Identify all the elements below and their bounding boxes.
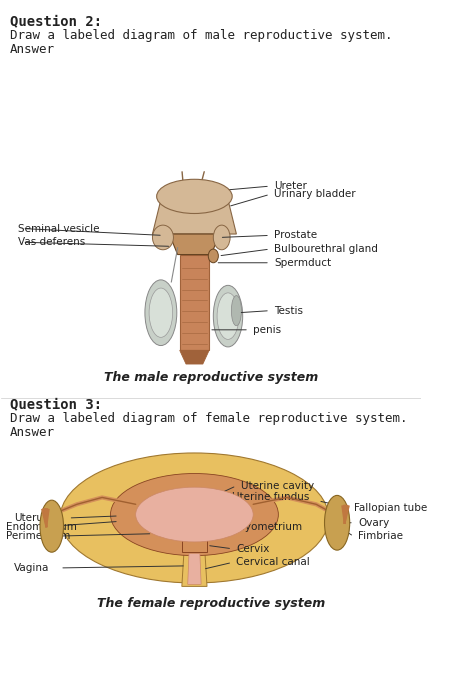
Text: The female reproductive system: The female reproductive system [97,597,325,610]
Ellipse shape [324,495,350,550]
Polygon shape [182,539,207,552]
Text: Uterine cavity: Uterine cavity [240,481,314,491]
Ellipse shape [110,473,278,556]
Ellipse shape [40,500,63,552]
Ellipse shape [217,293,239,339]
Ellipse shape [231,295,241,326]
Ellipse shape [145,280,177,346]
Text: Vas deferens: Vas deferens [18,237,85,247]
Ellipse shape [208,249,219,262]
Text: Perimetrium: Perimetrium [6,532,70,541]
Polygon shape [180,255,209,350]
Text: Answer: Answer [10,43,55,56]
Text: Fimbriae: Fimbriae [358,532,403,541]
Polygon shape [152,200,236,234]
Polygon shape [188,554,201,585]
Ellipse shape [149,288,172,337]
Text: Question 3:: Question 3: [10,398,102,412]
Text: Ovary: Ovary [358,518,389,528]
Text: Testis: Testis [274,306,303,315]
Text: The male reproductive system: The male reproductive system [104,371,318,384]
Text: Cervix: Cervix [236,544,270,554]
Text: Draw a labeled diagram of female reproductive system.: Draw a labeled diagram of female reprodu… [10,412,407,425]
Text: Urinary bladder: Urinary bladder [274,190,356,199]
Text: Answer: Answer [10,426,55,439]
Text: Bulbourethral gland: Bulbourethral gland [274,244,378,254]
Polygon shape [182,552,207,587]
Text: Myometrium: Myometrium [236,522,302,532]
Text: Fallopian tube: Fallopian tube [354,503,427,513]
Text: Prostate: Prostate [274,230,317,240]
Polygon shape [169,234,219,255]
Ellipse shape [152,225,173,250]
Ellipse shape [60,453,329,583]
Text: Cervical canal: Cervical canal [236,557,310,567]
Text: Vagina: Vagina [14,563,49,573]
Text: Seminal vesicle: Seminal vesicle [18,223,100,234]
Text: Draw a labeled diagram of male reproductive system.: Draw a labeled diagram of male reproduct… [10,29,392,42]
Text: Ureter: Ureter [274,181,307,191]
Text: Uterine fundus: Uterine fundus [232,493,309,502]
Text: Spermduct: Spermduct [274,258,331,268]
Ellipse shape [157,179,232,214]
Text: Uterus: Uterus [14,513,48,523]
Ellipse shape [213,225,230,250]
Text: Endometrium: Endometrium [6,522,76,532]
Text: penis: penis [253,325,281,335]
Ellipse shape [136,487,253,542]
Ellipse shape [213,285,243,347]
Text: Question 2:: Question 2: [10,14,102,28]
Polygon shape [180,350,209,364]
